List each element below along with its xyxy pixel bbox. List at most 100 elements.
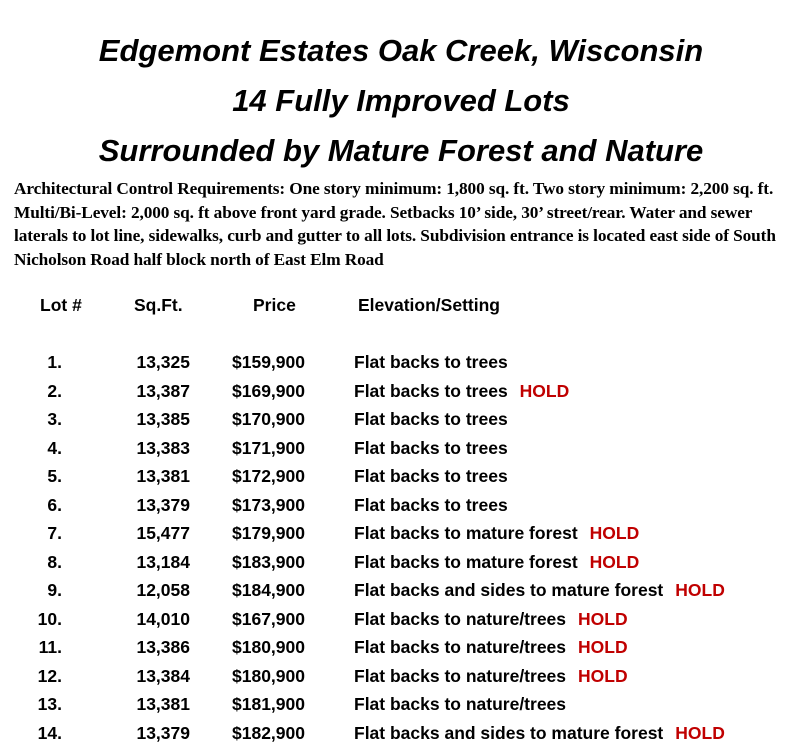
lot-elevation: Flat backs to nature/trees HOLD [354, 609, 628, 630]
lot-elevation: Flat backs to trees HOLD [354, 381, 569, 402]
hold-status: HOLD [675, 580, 725, 600]
lot-elevation: Flat backs to trees [354, 495, 508, 516]
lot-price: $171,900 [232, 437, 305, 458]
lot-number: 13. [37, 694, 62, 714]
table-row: 10. 14,010 $167,900 Flat backs to nature/tr… [0, 609, 802, 637]
header-sqft: Sq.Ft. [134, 295, 183, 315]
lot-number: 4. [47, 437, 62, 458]
lot-price: $179,900 [232, 523, 305, 543]
elevation-text: Flat backs to nature/trees [354, 637, 567, 657]
hold-status: HOLD [675, 722, 725, 743]
lot-price: $182,900 [232, 722, 305, 743]
elevation-text: Flat backs to nature/trees [354, 665, 567, 686]
table-row: 9. 12,058 $184,900 Flat backs and sides to … [0, 580, 802, 608]
lot-price: $173,900 [232, 494, 305, 515]
title-line-1: Edgemont Estates Oak Creek, Wisconsin [98, 33, 704, 68]
lot-sqft: 13,325 [136, 352, 190, 372]
lot-number: 11. [38, 637, 62, 657]
lot-sqft: 14,010 [136, 608, 190, 629]
table-row: 4. 13,383 $171,900 Flat backs to trees [0, 438, 802, 466]
hold-status: HOLD [519, 380, 570, 401]
lot-elevation: Flat backs to nature/trees HOLD [354, 637, 628, 658]
lot-sqft: 13,381 [136, 466, 190, 486]
elevation-text: Flat backs to trees [354, 466, 508, 486]
lot-number: 9. [47, 580, 62, 600]
table-row: 7. 15,477 $179,900 Flat backs to mature for… [0, 523, 802, 551]
lot-price: $167,900 [232, 608, 305, 629]
lot-elevation: Flat backs to trees [354, 466, 508, 487]
lot-number: 5. [47, 466, 62, 486]
lot-number: 3. [47, 409, 62, 429]
elevation-text: Flat backs to nature/trees [354, 694, 567, 714]
table-row: 13. 13,381 $181,900 Flat backs to nature/tr… [0, 694, 802, 722]
lot-price: $159,900 [232, 352, 305, 372]
lot-sqft: 13,385 [136, 409, 190, 429]
lot-number: 14. [37, 722, 62, 743]
lot-elevation: Flat backs to mature forest HOLD [354, 552, 639, 573]
table-row: 3. 13,385 $170,900 Flat backs to trees [0, 409, 802, 437]
table-row: 6. 13,379 $173,900 Flat backs to trees [0, 495, 802, 523]
header-price: Price [253, 295, 296, 315]
elevation-text: Flat backs and sides to mature forest [354, 580, 664, 600]
title-line-3: Surrounded by Mature Forest and Nature [98, 133, 704, 168]
title-line-2: 14 Fully Improved Lots [232, 83, 570, 118]
lot-number: 2. [47, 380, 62, 401]
lot-sqft: 13,384 [136, 665, 190, 686]
lot-price: $170,900 [232, 409, 305, 429]
table-row: 14. 13,379 $182,900 Flat backs and sides to… [0, 723, 802, 751]
lot-elevation: Flat backs to trees [354, 409, 508, 430]
header-elevation: Elevation/Setting [358, 295, 500, 315]
elevation-text: Flat backs to nature/trees [354, 608, 567, 629]
hold-status: HOLD [578, 637, 628, 657]
lot-elevation: Flat backs and sides to mature forest HOL… [354, 580, 725, 601]
table-row: 12. 13,384 $180,900 Flat backs to nature/tr… [0, 666, 802, 694]
elevation-text: Flat backs to trees [354, 409, 508, 429]
lot-elevation: Flat backs to nature/trees [354, 694, 566, 715]
table-row: 1. 13,325 $159,900 Flat backs to trees [0, 352, 802, 380]
lot-sqft: 13,379 [136, 494, 190, 515]
lot-elevation: Flat backs to mature forest HOLD [354, 523, 639, 544]
elevation-text: Flat backs to trees [354, 494, 508, 515]
lot-price: $183,900 [232, 551, 305, 572]
lot-number: 10. [37, 608, 62, 629]
lot-sqft: 13,379 [136, 722, 190, 743]
lot-number: 12. [37, 665, 62, 686]
table-row: 5. 13,381 $172,900 Flat backs to trees [0, 466, 802, 494]
hold-status: HOLD [578, 665, 628, 686]
lot-number: 1. [47, 352, 62, 372]
elevation-text: Flat backs to trees [354, 437, 508, 458]
elevation-text: Flat backs to mature forest [354, 551, 578, 572]
lot-number: 6. [47, 494, 62, 515]
lot-elevation: Flat backs and sides to mature forest HOL… [354, 723, 725, 744]
lot-price: $169,900 [232, 380, 305, 401]
lot-elevation: Flat backs to trees [354, 438, 508, 459]
elevation-text: Flat backs to trees [354, 380, 508, 401]
header-lot: Lot # [40, 295, 82, 315]
lot-sqft: 13,387 [136, 380, 190, 401]
lot-price: $180,900 [232, 637, 305, 657]
hold-status: HOLD [589, 523, 640, 543]
lot-sqft: 13,184 [136, 551, 190, 572]
lot-price: $184,900 [232, 580, 305, 600]
elevation-text: Flat backs and sides to mature forest [354, 722, 664, 743]
lot-price: $181,900 [232, 694, 305, 714]
lot-sqft: 13,386 [136, 637, 190, 657]
lot-elevation: Flat backs to trees [354, 352, 508, 373]
lot-sqft: 12,058 [136, 580, 190, 600]
lot-number: 7. [47, 523, 62, 543]
table-row: 11. 13,386 $180,900 Flat backs to nature/tr… [0, 637, 802, 665]
lot-price: $180,900 [232, 665, 305, 686]
elevation-text: Flat backs to mature forest [354, 523, 578, 543]
hold-status: HOLD [578, 608, 628, 629]
lot-elevation: Flat backs to nature/trees HOLD [354, 666, 628, 687]
table-header: Lot # Sq.Ft. Price Elevation/Setting [0, 295, 802, 323]
elevation-text: Flat backs to trees [354, 352, 508, 372]
lot-sqft: 13,383 [136, 437, 190, 458]
table-row: 8. 13,184 $183,900 Flat backs to mature for… [0, 552, 802, 580]
hold-status: HOLD [589, 551, 640, 572]
table-row: 2. 13,387 $169,900 Flat backs to trees HOLD [0, 381, 802, 409]
architectural-requirements: Architectural Control Requirements: One … [14, 179, 776, 269]
lot-price: $172,900 [232, 466, 305, 486]
lot-sqft: 15,477 [136, 523, 190, 543]
lot-number: 8. [47, 551, 62, 572]
